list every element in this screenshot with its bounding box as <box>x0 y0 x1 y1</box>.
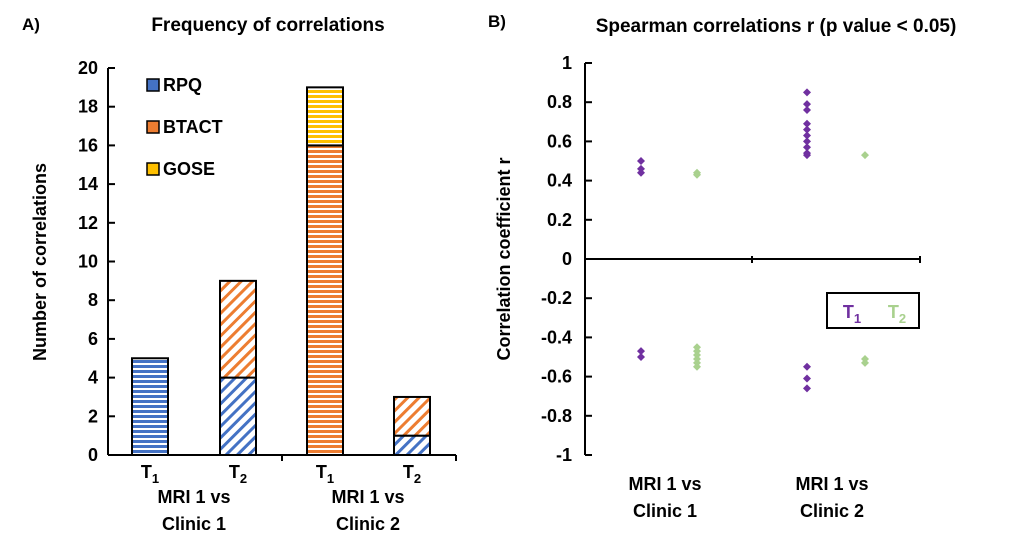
panel-a-x-tick-label-sub: 1 <box>152 471 159 486</box>
panel-b-label: B) <box>488 12 506 31</box>
data-point-t1 <box>803 374 811 383</box>
panel-a-y-tick-label: 16 <box>78 135 98 155</box>
data-point-t1 <box>637 347 645 356</box>
panel-b-y-tick-label: -1 <box>556 445 572 465</box>
panel-a-y-tick-label: 10 <box>78 252 98 272</box>
panel-a-group-label-line1: MRI 1 vs <box>331 487 404 507</box>
data-point-t2 <box>693 362 701 371</box>
legend-label-t1: T1 <box>843 302 861 326</box>
panel-a-y-tick-label: 0 <box>88 445 98 465</box>
panel-a-y-tick-label: 12 <box>78 213 98 233</box>
data-point-t1 <box>803 151 811 160</box>
legend-label-t1-main: T <box>843 302 854 322</box>
panel-a-group-label-line1: MRI 1 vs <box>157 487 230 507</box>
panel-a-x-tick-label: T1 <box>141 462 159 486</box>
panel-b-y-tick-label: 0.8 <box>547 92 572 112</box>
legend-swatch-gose <box>146 162 160 176</box>
panel-a-y-tick-label: 18 <box>78 97 98 117</box>
legend-label-btact: BTACT <box>163 117 223 137</box>
data-point-t2 <box>693 170 701 179</box>
panel-a-x-tick-label: T2 <box>403 462 421 486</box>
data-point-t2 <box>861 358 869 367</box>
bar-segment-btact <box>219 279 257 379</box>
data-point-t1 <box>803 137 811 146</box>
data-point-t1 <box>803 384 811 393</box>
panel-a-y-tick-label: 4 <box>88 368 98 388</box>
bar-segment-rpq <box>131 357 169 456</box>
panel-b-y-tick-label: -0.2 <box>541 288 572 308</box>
data-point-t1 <box>803 143 811 152</box>
panel-b-plot: 1 0.8 0.6 0.4 0.2 0 -0.2 -0.4 -0.6 -0.8 -1 MRI 1 vs… <box>541 53 921 521</box>
panel-b-y-tick-label: 0.2 <box>547 210 572 230</box>
panel-a-x-tick-label-main: T <box>229 462 240 482</box>
legend-swatch-rpq <box>146 78 160 92</box>
panel-b-ylabel: Correlation coefficient r <box>494 157 514 360</box>
panel-a-y-tick-label: 6 <box>88 329 98 349</box>
panel-b-group-label-line1: MRI 1 vs <box>795 474 868 494</box>
panel-b-y-tick-label: -0.8 <box>541 406 572 426</box>
data-point-t2 <box>861 151 869 160</box>
legend-label-rpq: RPQ <box>163 75 202 95</box>
panel-a-y-tick-label: 14 <box>78 174 98 194</box>
panel-a-y-tick-label: 2 <box>88 406 98 426</box>
panel-a-x-tick-label-sub: 1 <box>327 471 334 486</box>
panel-a-title: Frequency of correlations <box>151 15 384 36</box>
panel-b-y-tick-label: -0.4 <box>541 327 572 347</box>
panel-a-x-tick-label: T1 <box>316 462 334 486</box>
panel-b-group-label-line2: Clinic 2 <box>800 501 864 521</box>
panel-b-group-label-line1: MRI 1 vs <box>628 474 701 494</box>
data-point-t1 <box>803 131 811 140</box>
panel-a-ylabel: Number of correlations <box>30 163 50 361</box>
legend-label-t2-main: T <box>888 302 899 322</box>
data-point-t1 <box>803 88 811 97</box>
panel-b-y-tick-label: -0.6 <box>541 367 572 387</box>
panel-a-group-label-line2: Clinic 2 <box>336 514 400 534</box>
data-point-t1 <box>803 362 811 371</box>
panel-b-title: Spearman correlations r (p value < 0.05) <box>596 16 957 37</box>
panel-a-x-tick-label-main: T <box>403 462 414 482</box>
panel-a-y-tick-label: 8 <box>88 290 98 310</box>
data-point-t1 <box>803 106 811 115</box>
data-point-t1 <box>803 100 811 109</box>
legend-swatch-btact <box>146 120 160 134</box>
panel-a-y-tick-label: 20 <box>78 58 98 78</box>
bar-segment-rpq <box>393 434 431 456</box>
panel-b-legend-box <box>826 292 920 329</box>
panel-a-x-tick-label-main: T <box>141 462 152 482</box>
panel-b-y-tick-label: 0.4 <box>547 171 572 191</box>
legend-label-t2-sub: 2 <box>899 311 906 326</box>
bar-segment-gose <box>306 86 344 147</box>
data-point-t1 <box>803 119 811 128</box>
panel-a-group-label-line2: Clinic 1 <box>162 514 226 534</box>
panel-a-label: A) <box>22 15 40 34</box>
legend-label-t1-sub: 1 <box>854 311 861 326</box>
panel-a-x-tick-label-sub: 2 <box>414 471 421 486</box>
data-point-t1 <box>803 125 811 134</box>
legend-label-t2: T2 <box>888 302 906 326</box>
data-point-t1 <box>637 157 645 165</box>
panel-b-y-tick-label: 1 <box>562 53 572 73</box>
bar-segment-btact <box>306 144 344 456</box>
bar-segment-rpq <box>219 376 257 457</box>
legend-label-gose: GOSE <box>163 159 215 179</box>
panel-b-group-label-line2: Clinic 1 <box>633 501 697 521</box>
data-point-t1 <box>637 168 645 177</box>
bar-segment-btact <box>393 395 431 437</box>
panel-a-x-tick-label: T2 <box>229 462 247 486</box>
panel-a-x-tick-label-main: T <box>316 462 327 482</box>
data-point-t1 <box>637 353 645 361</box>
panel-a-x-tick-label-sub: 2 <box>240 471 247 486</box>
panel-b-y-tick-label: 0.6 <box>547 131 572 151</box>
panel-b-y-tick-label: 0 <box>562 249 572 269</box>
